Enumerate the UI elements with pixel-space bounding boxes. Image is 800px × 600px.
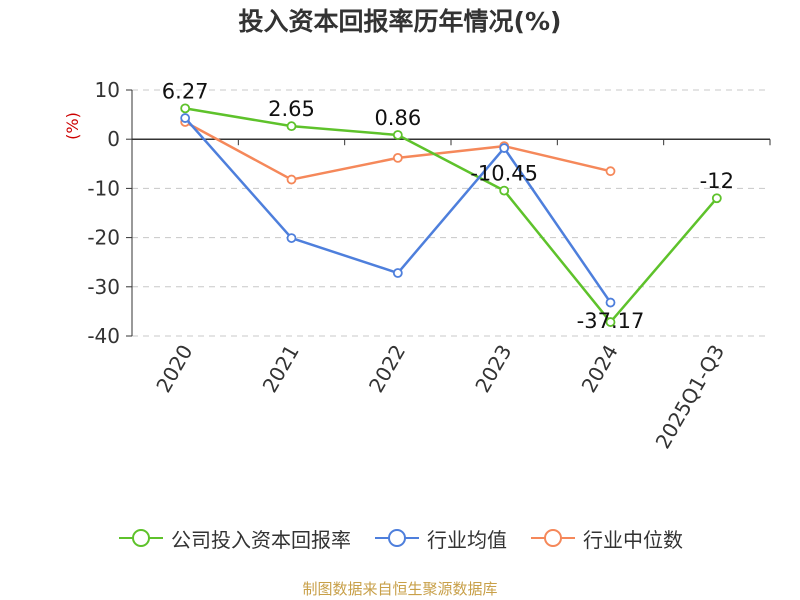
legend-label-industry-mean: 行业均值	[427, 527, 507, 552]
legend-label-industry-median: 行业中位数	[583, 527, 683, 552]
data-point-0	[499, 185, 510, 196]
y-tick-label: 0	[107, 127, 120, 151]
y-tick-label: -40	[87, 324, 120, 348]
data-point-2	[605, 166, 616, 177]
x-tick-label: 2024	[577, 341, 623, 397]
data-point-0	[605, 317, 616, 327]
data-label: -12	[700, 169, 734, 193]
legend-item-industry-median[interactable]: 行业中位数	[529, 524, 683, 553]
data-point-1	[605, 297, 616, 308]
data-point-2	[392, 152, 403, 163]
data-point-1	[180, 113, 191, 123]
data-point-2	[286, 174, 297, 185]
legend: 公司投入资本回报率 行业均值 行业中位数	[0, 518, 800, 558]
legend-marker-industry-median	[531, 529, 575, 547]
x-tick-label: 2025Q1-Q3	[650, 341, 729, 453]
data-point-0	[286, 121, 297, 132]
x-tick-label: 2023	[470, 341, 516, 397]
x-tick-label: 2021	[258, 341, 304, 397]
y-tick-label: -30	[87, 275, 120, 299]
data-point-0	[392, 130, 403, 140]
legend-marker-industry-mean	[375, 529, 419, 547]
legend-marker-company	[119, 529, 163, 547]
x-tick-label: 2020	[151, 341, 197, 397]
data-label: -37.17	[577, 309, 645, 333]
data-point-0	[711, 193, 722, 204]
y-axis-label: (%)	[63, 112, 82, 140]
y-tick-label: 10	[95, 78, 120, 102]
data-point-0	[180, 103, 191, 114]
data-point-1	[286, 233, 297, 243]
data-point-1	[392, 268, 403, 278]
x-tick-label: 2022	[364, 341, 410, 397]
chart-title: 投入资本回报率历年情况(%)	[238, 7, 562, 36]
data-point-1	[499, 143, 510, 153]
series-line-0	[184, 107, 718, 324]
legend-item-company[interactable]: 公司投入资本回报率	[117, 524, 351, 553]
legend-label-company: 公司投入资本回报率	[171, 527, 351, 552]
data-label: 2.65	[268, 97, 315, 121]
legend-item-industry-mean[interactable]: 行业均值	[373, 524, 507, 553]
data-label: 0.86	[374, 106, 421, 130]
data-label: 6.27	[162, 79, 209, 103]
data-source: 制图数据来自恒生聚源数据库	[302, 580, 498, 598]
y-tick-label: -20	[87, 226, 120, 250]
data-label: -10.45	[470, 162, 538, 186]
y-tick-label: -10	[87, 176, 120, 200]
